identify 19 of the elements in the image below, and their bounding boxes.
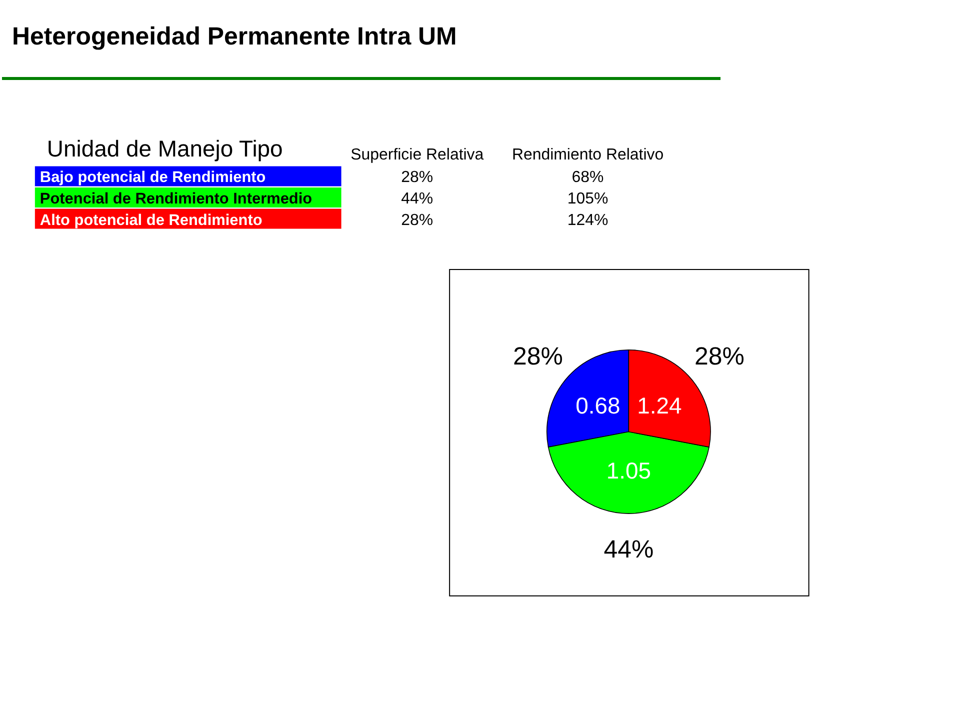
text: Heterogeneidad Permanente Intra UM xyxy=(12,22,457,51)
category-label: Potencial de Rendimiento Intermedio xyxy=(40,190,312,208)
data-label: 28% xyxy=(401,169,434,186)
data-label: 44% xyxy=(401,190,434,208)
text: Superficie Relativa xyxy=(350,146,484,164)
text: 1.24 xyxy=(637,392,682,418)
data-label: 124% xyxy=(567,212,608,229)
data-label: 28% xyxy=(513,342,563,371)
data-label: 68% xyxy=(572,169,604,186)
text: 0.68 xyxy=(576,392,620,418)
data-label: 28% xyxy=(694,342,744,371)
text: Rendimiento Relativo xyxy=(512,146,664,164)
category-label: Bajo potencial de Rendimiento xyxy=(40,169,266,186)
data-label: 44% xyxy=(604,535,654,564)
data-label: 105% xyxy=(567,190,608,208)
text: Unidad de Manejo Tipo xyxy=(46,135,283,162)
data-label: 28% xyxy=(401,212,434,229)
text: 1.05 xyxy=(606,458,652,484)
category-label: Alto potencial de Rendimiento xyxy=(40,212,262,229)
